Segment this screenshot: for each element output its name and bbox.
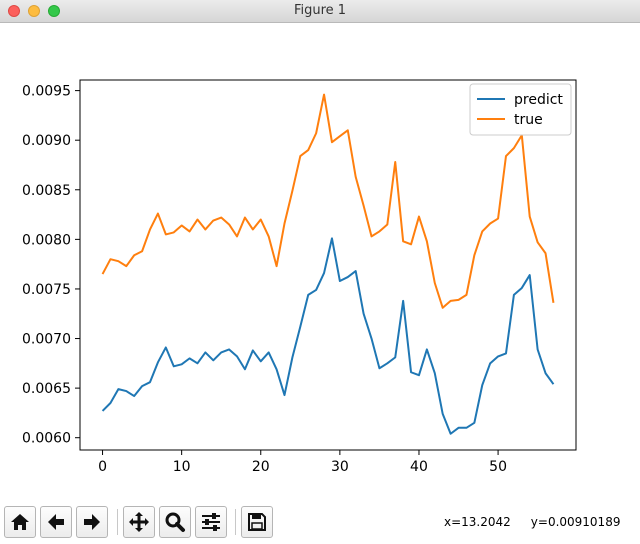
toolbar-separator [117,509,118,535]
y-tick-label: 0.0065 [22,381,71,397]
save-button[interactable] [241,506,273,538]
minimize-window-button[interactable] [28,5,40,17]
plot-lines [101,93,555,435]
maximize-window-button[interactable] [48,5,60,17]
legend-true-label: true [514,112,543,128]
x-tick-label: 50 [489,459,507,475]
y-axis: 0.0060 0.0065 0.0070 0.0075 0.0080 0.0085 0.00… [22,84,80,447]
configure-subplots-button[interactable] [195,506,227,538]
y-tick-label: 0.0095 [22,84,71,100]
y-tick-label: 0.0070 [22,332,71,348]
window-title: Figure 1 [293,3,347,18]
series-line-true [101,93,555,309]
y-tick-label: 0.0075 [22,282,71,298]
toolbar: x=13.2042 y=0.00910189 [0,503,640,544]
x-tick-label: 30 [331,459,349,475]
sliders-icon [202,513,220,531]
y-tick-label: 0.0085 [22,183,71,199]
cursor-coordinates: x=13.2042 y=0.00910189 [444,515,640,529]
forward-button[interactable] [76,506,108,538]
axes-frame [79,79,577,451]
figure-canvas[interactable]: 0.0060 0.0065 0.0070 0.0075 0.0080 0.0085 0.00… [0,23,640,503]
zoom-button[interactable] [159,506,191,538]
home-button[interactable] [4,506,36,538]
y-tick-label: 0.0060 [22,431,71,447]
x-tick-label: 10 [173,459,191,475]
close-window-button[interactable] [8,5,20,17]
magnifier-icon [165,512,185,532]
floppy-disk-icon [248,513,266,531]
arrow-right-icon [84,514,100,530]
back-button[interactable] [40,506,72,538]
pan-button[interactable] [123,506,155,538]
move-icon [129,512,149,532]
x-tick-label: 20 [252,459,270,475]
y-tick-label: 0.0090 [22,133,71,149]
x-tick-label: 40 [410,459,428,475]
legend: predict true [469,83,572,136]
x-tick-label: 0 [98,459,107,475]
x-axis: 0 10 20 30 40 50 [98,450,507,475]
arrow-left-icon [48,514,64,530]
cursor-x-readout: x=13.2042 [444,515,511,529]
series-line-predict [101,237,555,435]
home-icon [11,514,29,530]
cursor-y-readout: y=0.00910189 [530,515,621,529]
title-bar: Figure 1 [0,0,640,23]
toolbar-separator [235,509,236,535]
y-tick-label: 0.0080 [22,232,71,248]
legend-box [469,83,572,136]
legend-predict-label: predict [514,92,563,108]
